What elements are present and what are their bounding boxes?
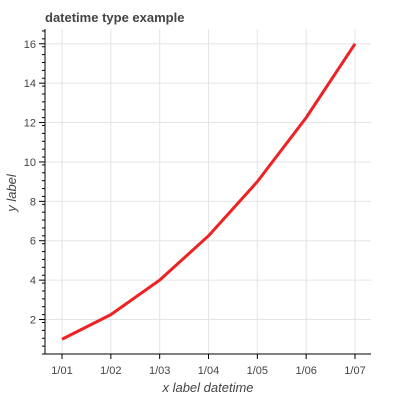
chart-title: datetime type example — [45, 10, 184, 25]
x-tick-label: 1/04 — [198, 365, 219, 377]
y-tick-label: 12 — [24, 118, 36, 130]
y-tick-label: 8 — [30, 196, 36, 208]
y-tick-label: 10 — [24, 157, 36, 169]
x-tick-label: 1/07 — [344, 365, 365, 377]
y-tick-label: 4 — [30, 275, 36, 287]
x-tick-label: 1/03 — [149, 365, 170, 377]
x-tick-label: 1/02 — [100, 365, 121, 377]
ticks: 1/01 1/02 1/03 1/04 1/05 1/06 1/07 2 4 6 8 10 12 14 16 — [24, 30, 366, 377]
y-tick-label: 2 — [30, 315, 36, 327]
y-tick-label: 14 — [24, 78, 36, 90]
series — [61, 42, 357, 341]
x-axis-title: x label datetime — [161, 380, 253, 395]
x-tick-label: 1/01 — [51, 365, 72, 377]
x-tick-label: 1/05 — [247, 365, 268, 377]
y-axis-title: y label — [4, 173, 19, 213]
y-tick-label: 6 — [30, 236, 36, 248]
series-line — [61, 42, 357, 341]
grid — [45, 29, 371, 354]
y-tick-label: 16 — [24, 39, 36, 51]
x-tick-label: 1/06 — [295, 365, 316, 377]
